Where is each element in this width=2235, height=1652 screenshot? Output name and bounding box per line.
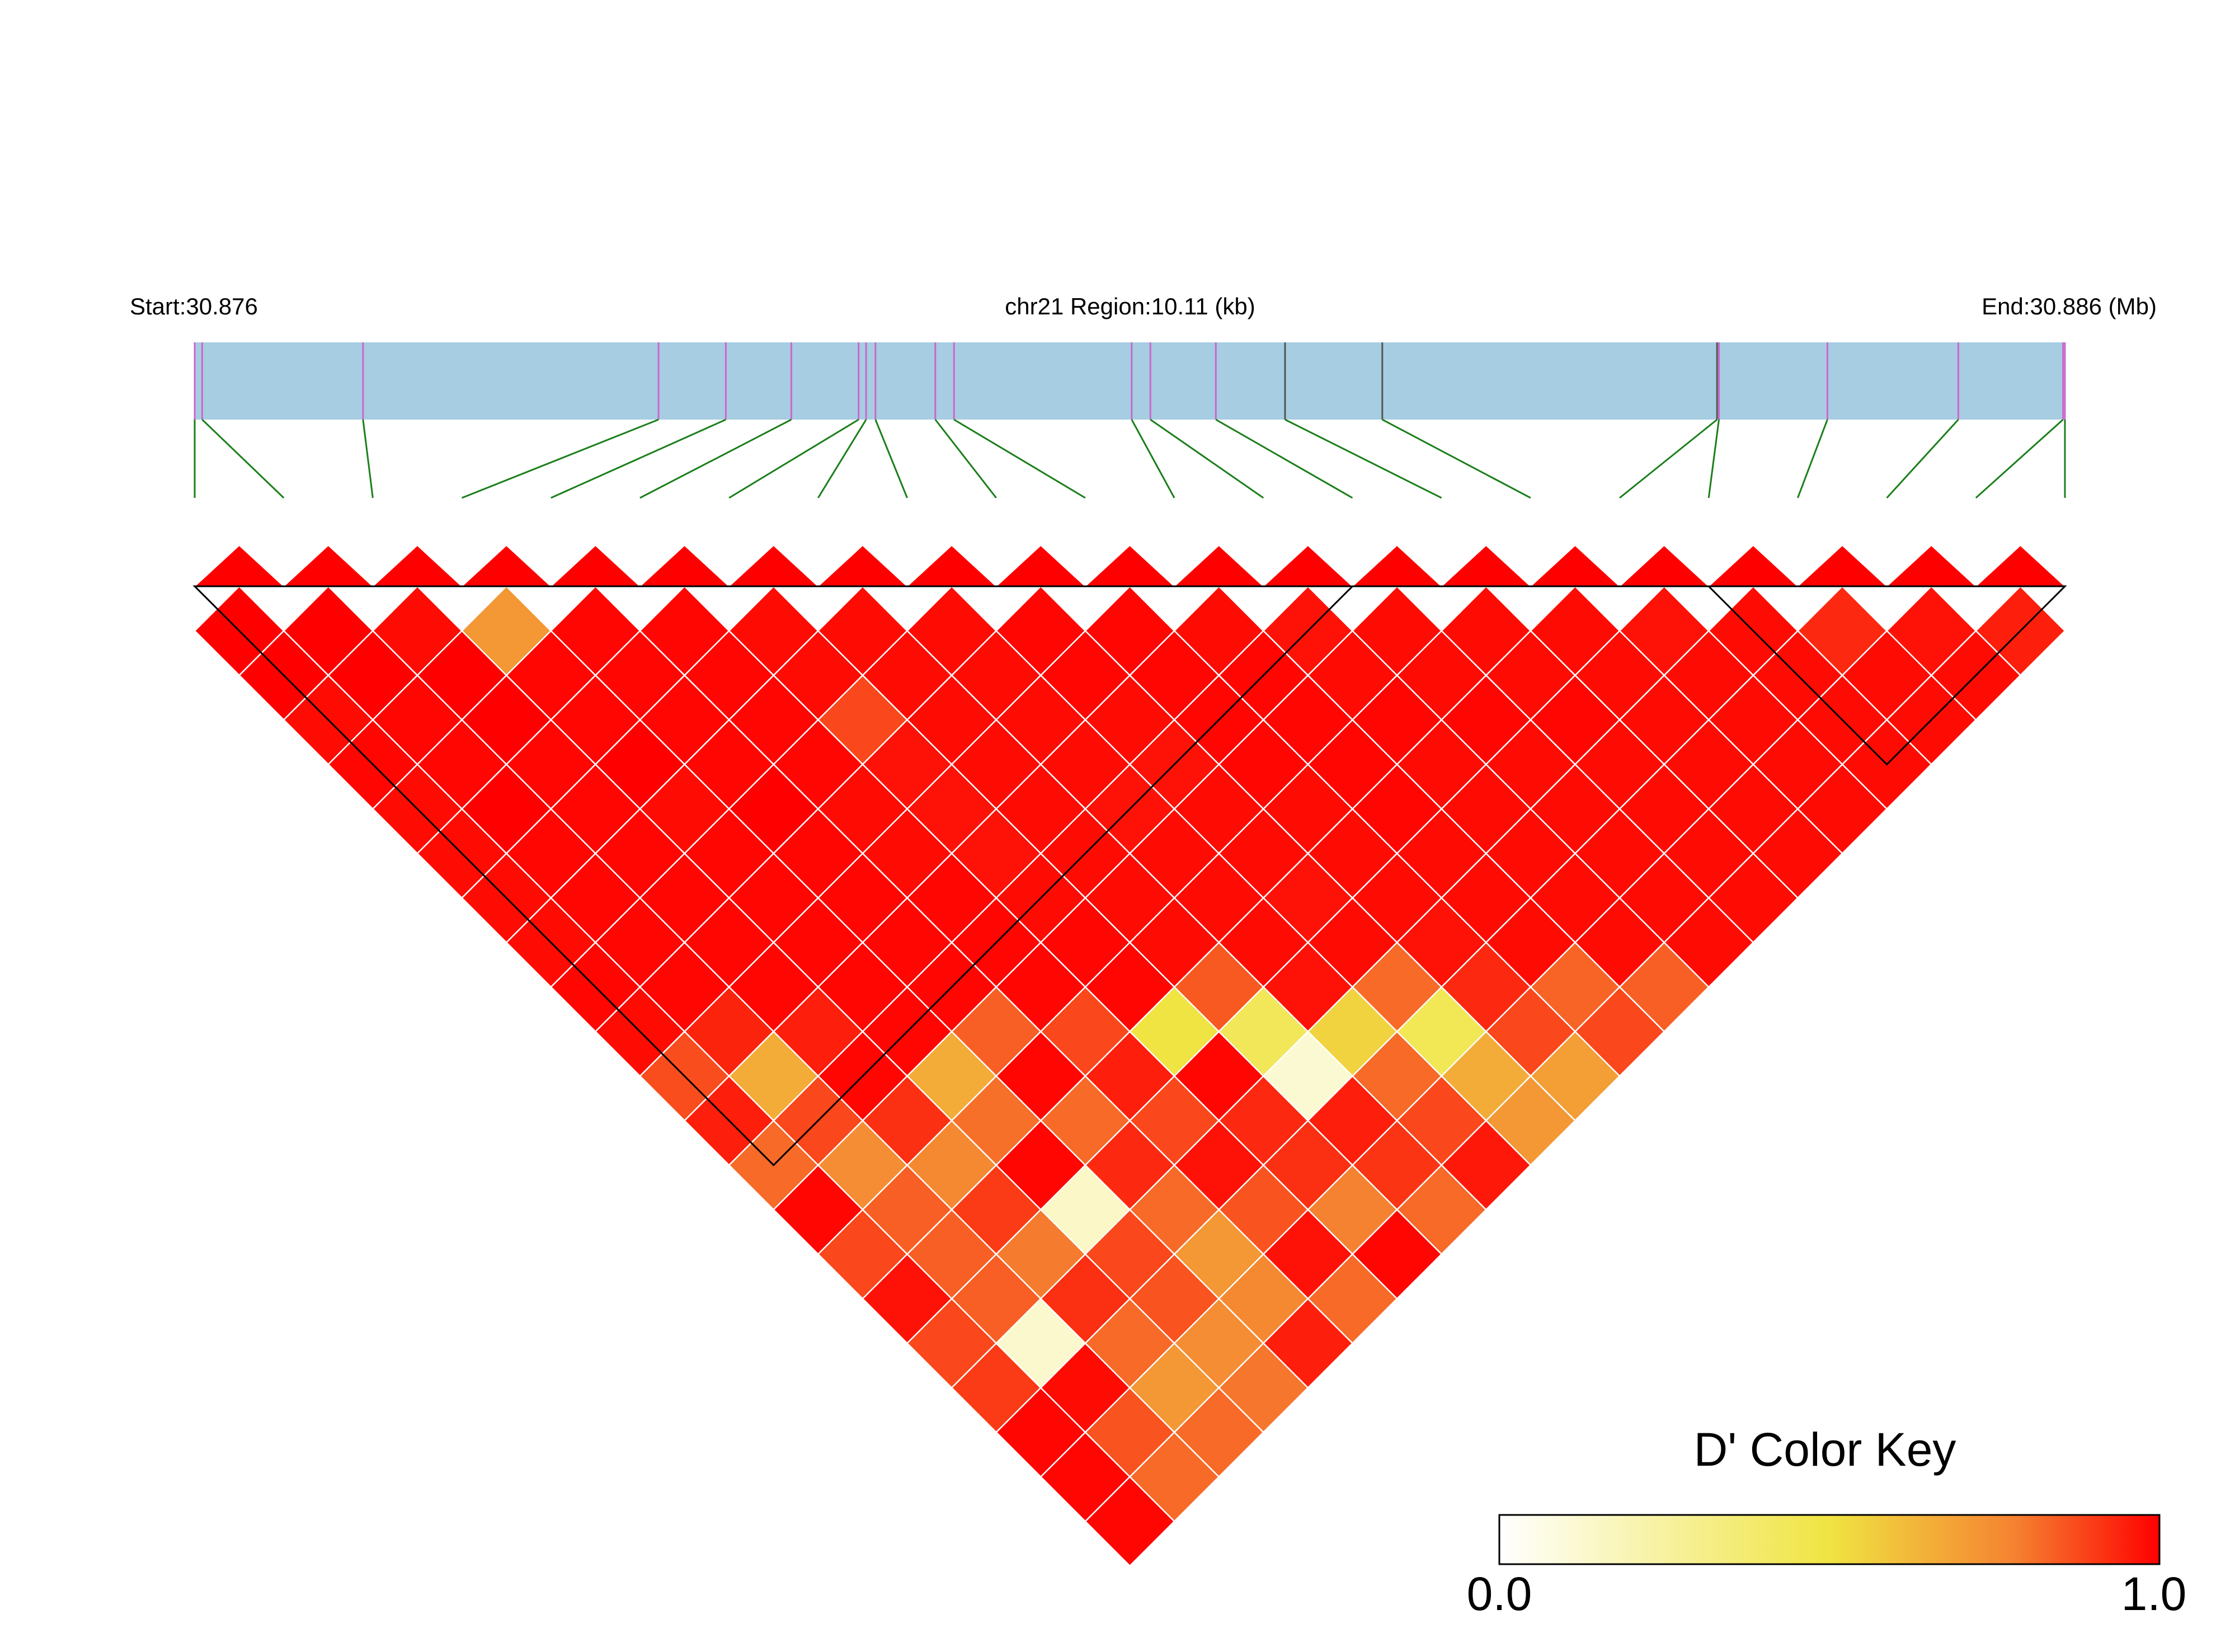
color-key-min-label: 0.0: [1467, 1568, 1532, 1620]
snp-connector: [817, 419, 867, 498]
snp-connector: [1284, 418, 1442, 499]
snp-self-cell: [1262, 544, 1354, 587]
ld-cell-group: [193, 544, 2067, 1567]
snp-self-cell: [1173, 544, 1265, 587]
snp-connector: [1707, 419, 1720, 498]
region-start-label: Start:30.876: [130, 293, 258, 319]
snp-connector: [462, 418, 659, 499]
snp-marker-group: [194, 342, 2066, 420]
snp-self-cell: [1885, 544, 1978, 587]
ld-cell: [1084, 1476, 1175, 1567]
snp-connector: [362, 419, 374, 498]
chromosome-region-bar: [195, 342, 2065, 420]
snp-self-cell: [1974, 544, 2067, 587]
snp-connector: [1215, 418, 1353, 499]
snp-self-cell: [1618, 544, 1710, 587]
snp-self-cell: [816, 544, 909, 587]
snp-self-cell: [193, 544, 285, 587]
snp-self-cell: [1707, 544, 1799, 587]
snp-self-cell: [727, 544, 820, 587]
snp-connector: [953, 418, 1086, 499]
snp-connector: [728, 418, 859, 499]
snp-connector: [874, 419, 908, 498]
snp-self-cell: [549, 544, 642, 587]
snp-self-cell: [1351, 544, 1443, 587]
snp-self-cell: [282, 544, 374, 587]
snp-connector: [1886, 418, 1959, 499]
snp-self-cell: [371, 544, 464, 587]
snp-self-cell: [995, 544, 1087, 587]
snp-self-cell: [460, 544, 553, 587]
snp-connector: [934, 419, 997, 498]
snp-connector: [1975, 418, 2064, 499]
color-key-max-label: 1.0: [2121, 1568, 2187, 1620]
snp-self-cell: [638, 544, 731, 587]
snp-connector: [550, 418, 727, 499]
snp-connector: [1619, 418, 1718, 499]
snp-self-cell: [1084, 544, 1176, 587]
snp-self-cell: [1796, 544, 1889, 587]
color-key-gradient: [1498, 1514, 2161, 1565]
snp-connector: [1131, 419, 1175, 498]
snp-self-cell: [1440, 544, 1532, 587]
region-span-label: chr21 Region:10.11 (kb): [1005, 293, 1255, 319]
snp-connector: [639, 418, 792, 499]
snp-connector: [1797, 419, 1828, 498]
snp-self-cell: [1529, 544, 1621, 587]
region-end-label: End:30.886 (Mb): [1982, 293, 2157, 319]
snp-connector: [201, 418, 285, 499]
snp-self-cell: [905, 544, 998, 587]
snp-connector: [1150, 418, 1264, 499]
ld-block-outline-group: [192, 585, 2067, 1166]
color-key-title: D' Color Key: [1694, 1423, 1956, 1476]
snp-connector: [1382, 418, 1531, 499]
snp-connector-group: [194, 418, 2066, 499]
